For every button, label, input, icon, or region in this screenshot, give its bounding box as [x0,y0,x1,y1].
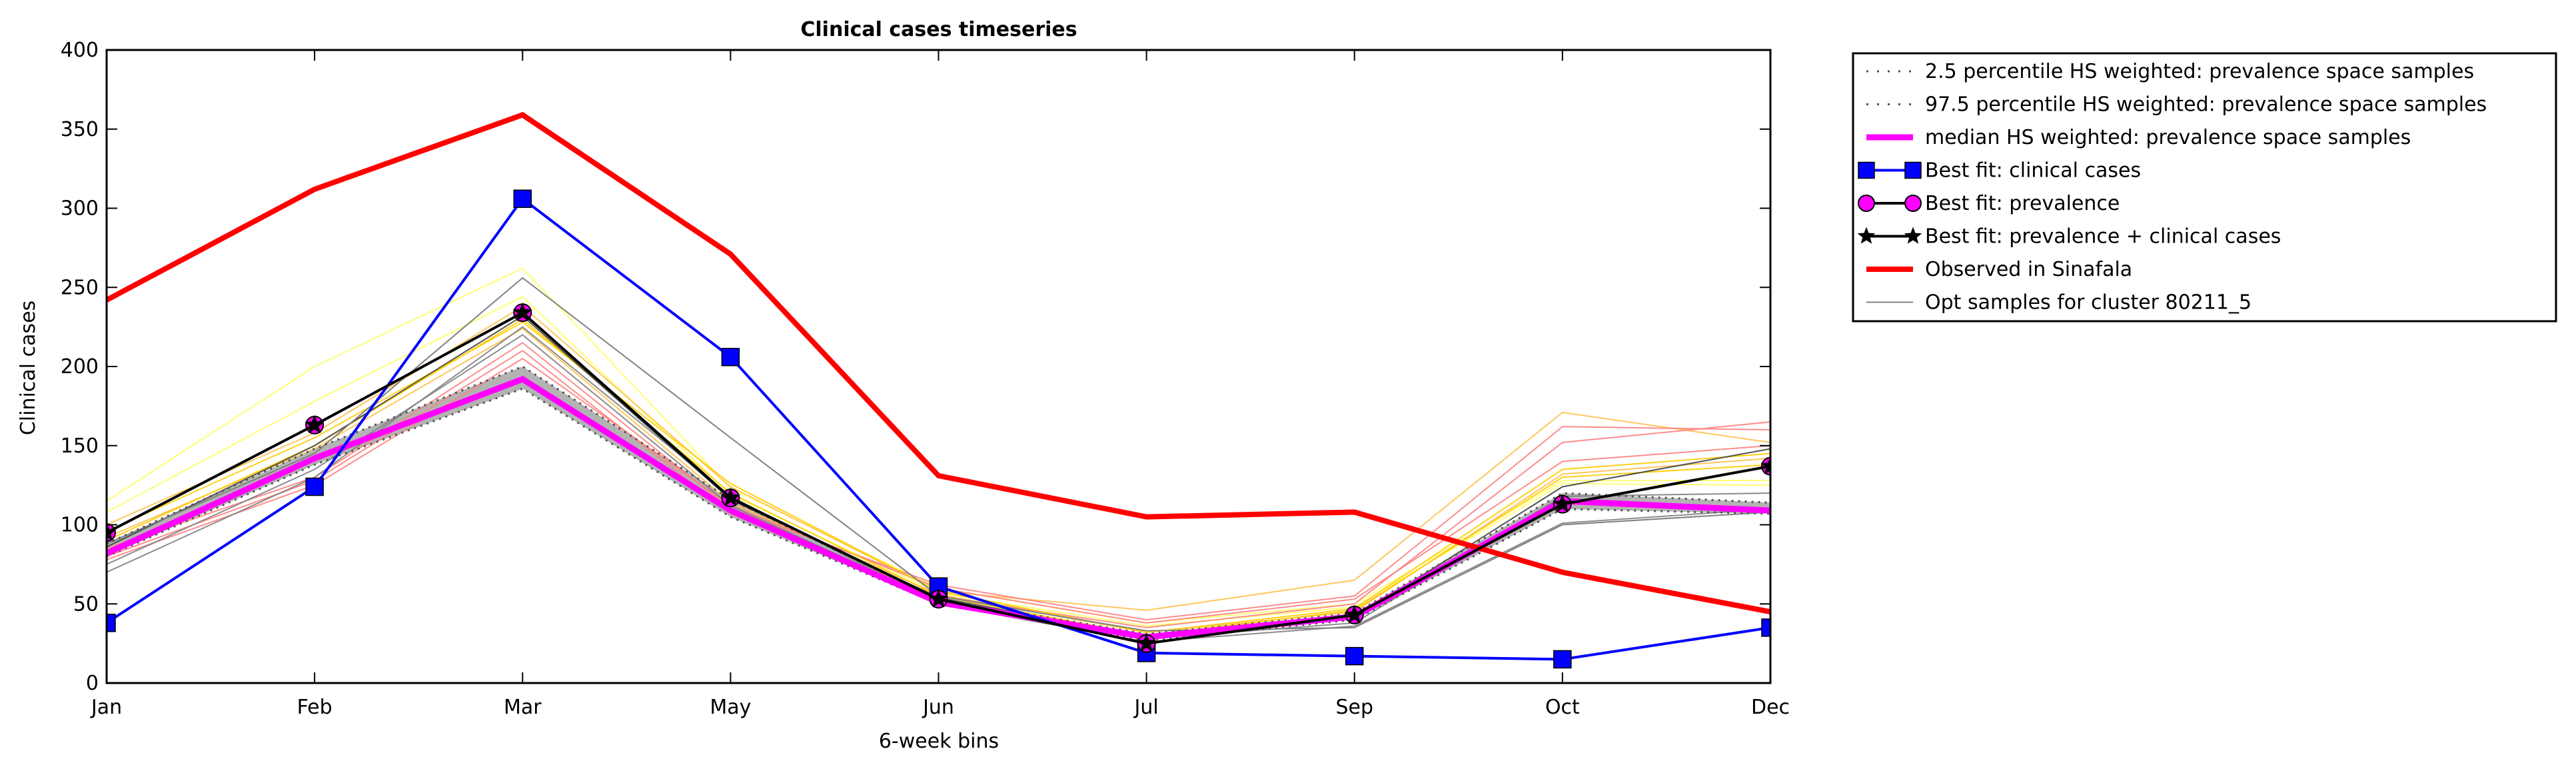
x-axis-label: 6-week bins [879,730,999,753]
legend-entry: Best fit: prevalence [1858,192,2120,215]
best-fit-clinical-marker [1553,650,1572,669]
legend-box [1852,52,2557,323]
best-fit-combined-marker [1553,494,1573,513]
y-tick-label: 0 [86,672,99,695]
legend-label: 97.5 percentile HS weighted: prevalence … [1925,93,2487,117]
legend-label: Best fit: prevalence [1925,192,2120,215]
y-tick-label: 150 [61,434,99,458]
x-tick-label: Dec [1751,696,1790,719]
chart-title: Clinical cases timeseries [800,18,1077,41]
legend-label: Best fit: clinical cases [1925,159,2141,183]
legend-swatch-square [1904,161,1922,179]
legend-label: Opt samples for cluster 80211_5 [1925,291,2252,315]
y-tick-label: 200 [61,355,99,379]
best-fit-combined-marker [1345,604,1365,624]
best-fit-combined-marker [512,302,532,321]
opt-sample-line [107,305,1770,611]
legend-swatch-square [1858,161,1875,179]
legend-entry: median HS weighted: prevalence space sam… [1866,126,2411,149]
legend-entry: Opt samples for cluster 80211_5 [1866,291,2252,315]
percentile-2.5-line [107,387,1770,642]
legend-swatch-circle [1858,195,1875,212]
best-fit-clinical-marker [305,477,324,496]
x-tick-label: Jul [1133,696,1159,719]
y-tick-label: 400 [61,39,99,62]
legend-entry: Observed in Sinafala [1866,258,2132,281]
best-fit-combined-marker [107,522,117,541]
legend-label: median HS weighted: prevalence space sam… [1925,126,2411,149]
x-tick-label: May [710,696,751,719]
x-tick-label: Jan [90,696,122,719]
legend-swatch-star [1904,227,1922,244]
legend-swatch-circle [1904,195,1922,212]
legend-swatch-star [1857,227,1876,244]
x-tick-label: Oct [1545,696,1580,719]
y-tick-label: 100 [61,514,99,537]
legend: 2.5 percentile HS weighted: prevalence s… [1852,52,2557,323]
best-fit-clinical-marker [1345,646,1364,666]
y-tick-label: 350 [61,118,99,141]
legend-entry: 97.5 percentile HS weighted: prevalence … [1866,93,2487,117]
observed-line [107,111,1770,615]
best-fit-combined-marker [928,588,949,608]
y-tick-label: 250 [61,276,99,299]
y-axis-label: Clinical cases [17,301,40,435]
legend-label: Best fit: prevalence + clinical cases [1925,225,2281,249]
legend-entry: Best fit: prevalence + clinical cases [1857,225,2281,249]
best-fit-clinical-marker [1761,618,1770,637]
plot-data-group [107,111,1770,669]
x-tick-label: Mar [504,696,542,719]
best-fit-clinical-marker [107,614,116,632]
legend-label: 2.5 percentile HS weighted: prevalence s… [1925,60,2474,83]
best-fit-combined-marker [1760,456,1770,475]
legend-entry: 2.5 percentile HS weighted: prevalence s… [1866,60,2474,83]
best-fit-combined-marker [305,414,324,434]
best-fit-clinical-marker [721,348,740,367]
best-fit-combined-marker [1136,633,1157,652]
legend-entry: Best fit: clinical cases [1858,159,2141,183]
y-tick-label: 50 [73,592,99,616]
legend-label: Observed in Sinafala [1925,258,2132,281]
best-fit-combined-marker [720,487,741,506]
x-tick-label: Jun [922,696,954,719]
best-fit-clinical-marker [513,189,532,208]
x-tick-label: Sep [1335,696,1373,719]
plot-area: 0 50 100 150 200 250 300 350 400 Jan Feb Mar May Jun J… [61,39,1790,719]
x-tick-label: Feb [297,696,332,719]
y-tick-label: 300 [61,197,99,221]
